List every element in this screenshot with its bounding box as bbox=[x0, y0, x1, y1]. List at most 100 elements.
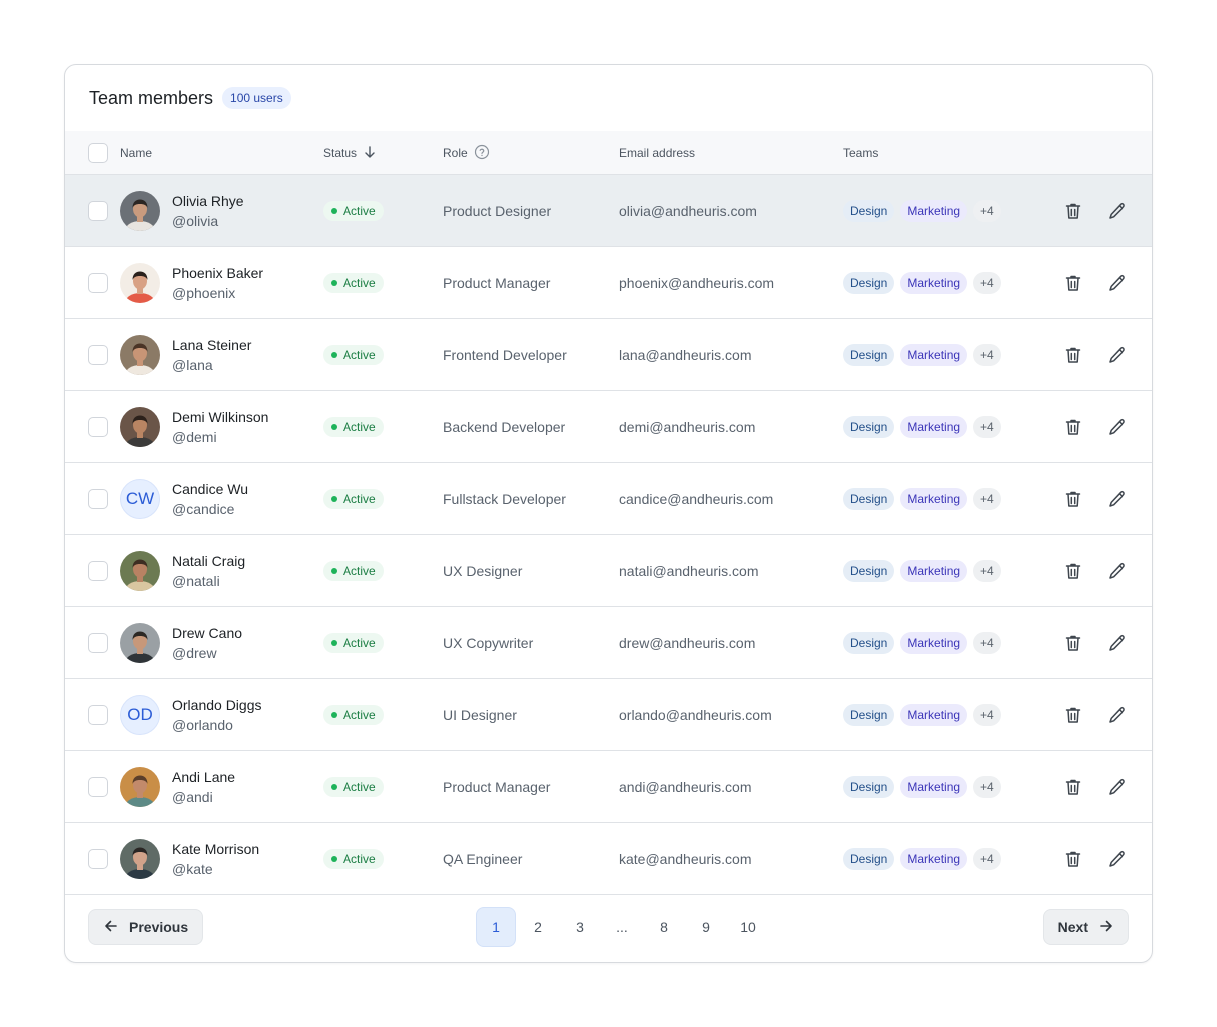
row-checkbox[interactable] bbox=[88, 201, 108, 221]
page-button[interactable]: 10 bbox=[740, 919, 756, 935]
delete-cell bbox=[1061, 463, 1085, 535]
team-badge-design: Design bbox=[843, 776, 895, 798]
user-handle: @natali bbox=[172, 573, 220, 589]
user-info: Kate Morrison @kate bbox=[172, 840, 259, 878]
user-cell: Demi Wilkinson @demi bbox=[120, 391, 268, 463]
status-cell: Active bbox=[323, 823, 384, 895]
user-cell: Kate Morrison @kate bbox=[120, 823, 259, 895]
table-row[interactable]: Lana Steiner @lana Active Frontend Develope… bbox=[65, 319, 1152, 391]
table-row[interactable]: Kate Morrison @kate Active QA Engineer kate@… bbox=[65, 823, 1152, 895]
status-cell: Active bbox=[323, 319, 384, 391]
team-badge-design: Design bbox=[843, 200, 895, 222]
help-circle-icon[interactable] bbox=[474, 144, 490, 163]
select-all-checkbox[interactable] bbox=[88, 143, 108, 163]
trash-icon[interactable] bbox=[1061, 775, 1085, 799]
row-checkbox[interactable] bbox=[88, 273, 108, 293]
pencil-icon[interactable] bbox=[1105, 631, 1129, 655]
row-checkbox[interactable] bbox=[88, 849, 108, 869]
row-select-cell bbox=[88, 535, 108, 607]
pencil-icon[interactable] bbox=[1105, 559, 1129, 583]
row-checkbox[interactable] bbox=[88, 489, 108, 509]
trash-icon[interactable] bbox=[1061, 271, 1085, 295]
edit-cell bbox=[1105, 823, 1129, 895]
team-badge-more: +4 bbox=[973, 776, 1001, 798]
pencil-icon[interactable] bbox=[1105, 775, 1129, 799]
row-select-cell bbox=[88, 247, 108, 319]
next-label: Next bbox=[1057, 919, 1088, 935]
email-cell: kate@andheuris.com bbox=[619, 823, 752, 895]
row-select-cell bbox=[88, 175, 108, 247]
pencil-icon[interactable] bbox=[1105, 271, 1129, 295]
team-badge-marketing: Marketing bbox=[900, 704, 968, 726]
trash-icon[interactable] bbox=[1061, 415, 1085, 439]
user-info: Olivia Rhye @olivia bbox=[172, 192, 244, 230]
table-row[interactable]: Demi Wilkinson @demi Active Backend Develop… bbox=[65, 391, 1152, 463]
row-select-cell bbox=[88, 679, 108, 751]
page-button[interactable]: 3 bbox=[576, 919, 584, 935]
row-select-cell bbox=[88, 463, 108, 535]
trash-icon[interactable] bbox=[1061, 847, 1085, 871]
row-checkbox[interactable] bbox=[88, 561, 108, 581]
pencil-icon[interactable] bbox=[1105, 415, 1129, 439]
previous-button[interactable]: Previous bbox=[88, 909, 204, 945]
status-badge: Active bbox=[323, 777, 384, 797]
pencil-icon[interactable] bbox=[1105, 343, 1129, 367]
delete-cell bbox=[1061, 535, 1085, 607]
trash-icon[interactable] bbox=[1061, 703, 1085, 727]
column-header-name[interactable]: Name bbox=[120, 131, 152, 175]
pencil-icon[interactable] bbox=[1105, 487, 1129, 511]
row-checkbox[interactable] bbox=[88, 345, 108, 365]
user-email: natali@andheuris.com bbox=[619, 563, 759, 579]
status-cell: Active bbox=[323, 463, 384, 535]
team-badges: Design Marketing +4 bbox=[843, 848, 1001, 870]
page-button[interactable]: 1 bbox=[476, 907, 516, 947]
delete-cell bbox=[1061, 391, 1085, 463]
table-row[interactable]: Andi Lane @andi Active Product Manager andi@… bbox=[65, 751, 1152, 823]
status-dot-icon bbox=[331, 784, 337, 790]
table-row[interactable]: Phoenix Baker @phoenix Active Product Manag… bbox=[65, 247, 1152, 319]
user-name: Natali Craig bbox=[172, 553, 246, 569]
trash-icon[interactable] bbox=[1061, 199, 1085, 223]
pencil-icon[interactable] bbox=[1105, 847, 1129, 871]
row-checkbox[interactable] bbox=[88, 705, 108, 725]
pencil-icon[interactable] bbox=[1105, 703, 1129, 727]
avatar bbox=[120, 839, 160, 879]
table-row[interactable]: Drew Cano @drew Active UX Copywriter drew@an… bbox=[65, 607, 1152, 679]
team-badge-more: +4 bbox=[973, 632, 1001, 654]
trash-icon[interactable] bbox=[1061, 559, 1085, 583]
trash-icon[interactable] bbox=[1061, 631, 1085, 655]
table-row[interactable]: Natali Craig @natali Active UX Designer nata… bbox=[65, 535, 1152, 607]
teams-cell: Design Marketing +4 bbox=[843, 535, 1001, 607]
table-row[interactable]: OD Orlando Diggs @orlando Active UI Designer… bbox=[65, 679, 1152, 751]
trash-icon[interactable] bbox=[1061, 487, 1085, 511]
user-cell: Phoenix Baker @phoenix bbox=[120, 247, 263, 319]
avatar bbox=[120, 191, 160, 231]
user-role: Product Manager bbox=[443, 275, 551, 291]
user-role: Fullstack Developer bbox=[443, 491, 566, 507]
row-checkbox[interactable] bbox=[88, 777, 108, 797]
team-badge-design: Design bbox=[843, 560, 895, 582]
team-badge-design: Design bbox=[843, 416, 895, 438]
status-cell: Active bbox=[323, 391, 384, 463]
email-cell: orlando@andheuris.com bbox=[619, 679, 772, 751]
page-button[interactable]: 2 bbox=[534, 919, 542, 935]
trash-icon[interactable] bbox=[1061, 343, 1085, 367]
column-header-status[interactable]: Status bbox=[323, 131, 377, 175]
status-badge: Active bbox=[323, 201, 384, 221]
page-button[interactable]: 9 bbox=[702, 919, 710, 935]
edit-cell bbox=[1105, 463, 1129, 535]
user-name: Kate Morrison bbox=[172, 841, 260, 857]
next-button[interactable]: Next bbox=[1042, 909, 1129, 945]
status-label: Active bbox=[343, 852, 376, 866]
table-row[interactable]: Olivia Rhye @olivia Active Product Designer… bbox=[65, 175, 1152, 247]
page-button[interactable]: 8 bbox=[660, 919, 668, 935]
page-title: Team members bbox=[89, 87, 214, 108]
pencil-icon[interactable] bbox=[1105, 199, 1129, 223]
row-checkbox[interactable] bbox=[88, 417, 108, 437]
column-label-email: Email address bbox=[619, 146, 696, 160]
row-checkbox[interactable] bbox=[88, 633, 108, 653]
table-row[interactable]: CW Candice Wu @candice Active Fullstack Deve… bbox=[65, 463, 1152, 535]
user-handle: @candice bbox=[172, 501, 235, 517]
user-name: Phoenix Baker bbox=[172, 265, 264, 281]
user-role: Product Manager bbox=[443, 779, 551, 795]
